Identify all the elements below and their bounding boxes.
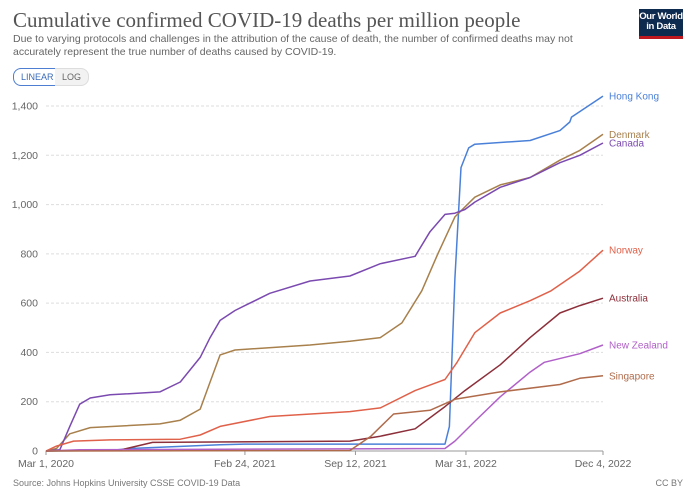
y-tick-label: 1,400 (12, 101, 38, 113)
source-note: Source: Johns Hopkins University CSSE CO… (13, 478, 241, 488)
series-label: Australia (609, 294, 648, 305)
series-line-australia (45, 297, 604, 452)
chart-subtitle: Due to varying protocols and challenges … (13, 33, 573, 58)
y-tick-label: 600 (20, 298, 38, 310)
series-label: Singapore (609, 371, 655, 382)
series-line-norway (45, 249, 604, 452)
series-label: New Zealand (609, 341, 668, 352)
series-label: Canada (609, 138, 644, 149)
x-tick-label: Mar 31, 2022 (435, 458, 497, 470)
owid-logo[interactable]: Our World in Data (639, 9, 683, 39)
y-tick-label: 400 (20, 347, 38, 359)
y-tick-label: 200 (20, 396, 38, 408)
x-tick-label: Mar 1, 2020 (18, 458, 74, 470)
series-line-canada (45, 142, 604, 452)
y-tick-label: 800 (20, 248, 38, 260)
y-tick-label: 1,200 (12, 150, 38, 162)
series-line-denmark (45, 133, 604, 452)
log-scale-button[interactable]: LOG (55, 68, 90, 86)
series-label: Denmark (609, 130, 651, 141)
x-tick-label: Feb 24, 2021 (214, 458, 276, 470)
chart-title: Cumulative confirmed COVID-19 deaths per… (13, 8, 521, 32)
series-line-hong-kong (45, 95, 604, 452)
license-link[interactable]: CC BY (655, 478, 683, 488)
x-tick-label: Sep 12, 2021 (324, 458, 387, 470)
y-tick-label: 1,000 (12, 199, 38, 211)
series-line-singapore (45, 375, 604, 452)
x-tick-label: Dec 4, 2022 (575, 458, 632, 470)
y-tick-label: 0 (32, 446, 38, 458)
series-label: Norway (609, 246, 643, 257)
series-line-new-zealand (45, 344, 604, 452)
series-label: Hong Kong (609, 92, 659, 103)
